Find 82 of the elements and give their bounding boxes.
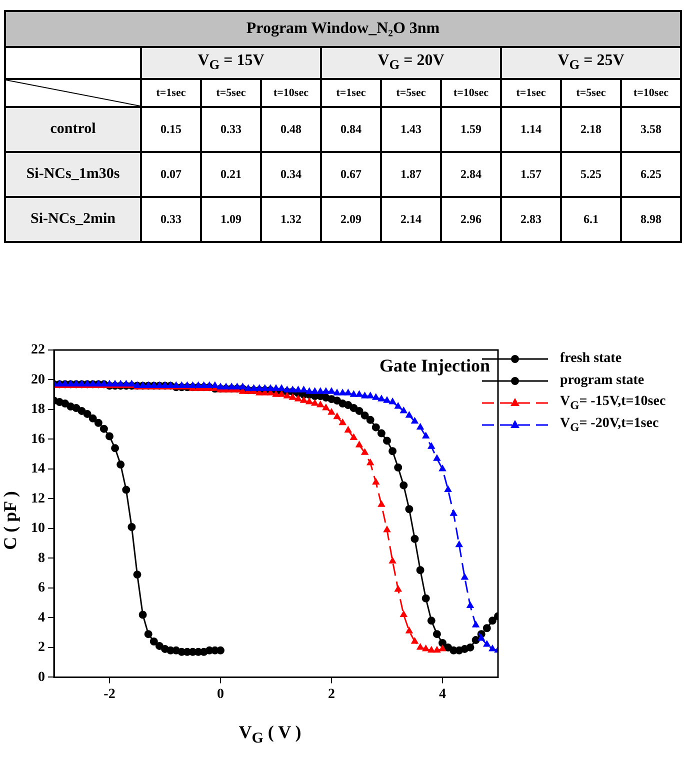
y-tick-label: Si-NCs_2min	[5, 197, 141, 242]
text: V$_{G}$ = 15V	[141, 47, 321, 79]
point	[94, 418, 102, 427]
chart-title: Gate Injection	[380, 356, 490, 376]
y-tick-label: 4	[38, 610, 45, 626]
y-tick-label: 12	[31, 491, 45, 506]
y-tick-label: 22	[31, 342, 45, 358]
point	[150, 638, 158, 646]
data-label: 1.59	[441, 107, 501, 152]
y-tick-label: 0	[38, 670, 45, 685]
point	[106, 432, 114, 440]
legend-label: V$_{G}$= -20V,t=1sec	[560, 416, 659, 434]
y-tick-label: 10	[31, 521, 45, 536]
data-label: 0.15	[141, 107, 201, 152]
data-label: 6.25	[621, 152, 681, 197]
x-tick-label: t=10sec	[261, 79, 321, 107]
data-label: 2.96	[441, 197, 501, 242]
x-tick-label: t=1sec	[321, 79, 381, 107]
y-tick-label: 6	[38, 580, 45, 596]
data-label: 1.87	[381, 152, 441, 197]
x-tick-label: t=10sec	[621, 79, 681, 107]
x-tick-label: 2	[328, 687, 335, 702]
y-tick-label: 20	[31, 372, 45, 388]
x-tick-label: 4	[439, 687, 446, 702]
data-label: 0.33	[141, 197, 201, 242]
x-tick-label: t=1sec	[141, 79, 201, 107]
data-label: 3.58	[621, 107, 681, 152]
data-label: 8.98	[621, 197, 681, 242]
data-label: 5.25	[561, 152, 621, 197]
point	[122, 486, 130, 494]
point	[100, 424, 108, 433]
y-tick-label: Si-NCs_1m30s	[5, 152, 141, 197]
point	[144, 630, 152, 638]
data-label: 1.32	[261, 197, 321, 242]
x-tick-label: t=5sec	[561, 79, 621, 107]
point	[111, 444, 120, 452]
point	[83, 410, 92, 418]
x-tick-label: t=5sec	[381, 79, 441, 107]
text: V$_{G}$ = 25V	[501, 47, 681, 79]
y-tick-label: control	[5, 107, 141, 152]
legend-label: fresh state	[560, 351, 622, 367]
point	[133, 570, 142, 579]
y-axis-title: C ( pF )	[0, 490, 21, 550]
legend-label: program state	[560, 373, 644, 389]
data-label: 2.09	[321, 197, 381, 242]
data-label: 0.33	[201, 107, 261, 152]
y-tick-label: 14	[31, 462, 45, 477]
x-tick-label: t=10sec	[441, 79, 501, 107]
x-axis-title: V$_{G}$ ( V )	[238, 722, 302, 748]
data-label: 0.67	[321, 152, 381, 197]
data-label: 1.57	[501, 152, 561, 197]
data-label: 0.21	[201, 152, 261, 197]
chart-title: Program Window_N₂O 3nm	[5, 11, 681, 47]
point	[116, 460, 125, 469]
data-label: 2.18	[561, 107, 621, 152]
y-tick-label: 16	[31, 432, 45, 447]
point	[216, 646, 224, 654]
point	[72, 404, 80, 412]
data-label: 1.14	[501, 107, 561, 152]
x-tick-label: t=1sec	[501, 79, 561, 107]
y-tick-label: 2	[38, 640, 45, 656]
point	[138, 610, 147, 619]
legend-label: V$_{G}$= -15V,t=10sec	[560, 394, 666, 412]
y-tick-label: 18	[31, 402, 45, 418]
data-label: 0.34	[261, 152, 321, 197]
point	[88, 414, 97, 422]
data-label: 1.09	[201, 197, 261, 242]
data-label: 0.07	[141, 152, 201, 197]
data-label: 2.84	[441, 152, 501, 197]
data-label: 0.84	[321, 107, 381, 152]
text: V$_{G}$ = 20V	[321, 47, 501, 79]
x-tick-label: -2	[104, 687, 116, 702]
data-label: 0.48	[261, 107, 321, 152]
data-label: 2.83	[501, 197, 561, 242]
y-tick-label: 8	[38, 550, 45, 566]
x-tick-label: 0	[217, 687, 224, 702]
data-label: 6.1	[561, 197, 621, 242]
x-tick-label: t=5sec	[201, 79, 261, 107]
point	[61, 400, 70, 408]
point	[128, 522, 136, 531]
data-label: 1.43	[381, 107, 441, 152]
data-label: 2.14	[381, 197, 441, 242]
